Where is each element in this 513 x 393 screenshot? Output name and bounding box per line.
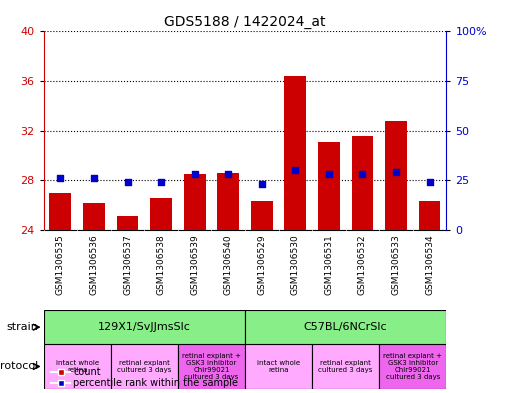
Text: GSM1306539: GSM1306539 (190, 234, 199, 295)
Text: retinal explant +
GSK3 inhibitor
Chir99021
cultured 3 days: retinal explant + GSK3 inhibitor Chir990… (182, 353, 241, 380)
Text: GSM1306536: GSM1306536 (89, 234, 98, 295)
Bar (44, 344, 111, 389)
Text: retinal explant
cultured 3 days: retinal explant cultured 3 days (319, 360, 373, 373)
Bar (44, 310, 245, 344)
Point (258, 181, 266, 187)
Text: GSM1306531: GSM1306531 (324, 234, 333, 295)
Point (325, 171, 333, 178)
Bar (245, 344, 312, 389)
Bar (49, 193, 71, 230)
Bar (218, 173, 239, 230)
Bar (116, 216, 139, 230)
Bar (178, 344, 245, 389)
Text: GSM1306537: GSM1306537 (123, 234, 132, 295)
Point (90, 175, 98, 182)
Text: strain: strain (7, 322, 38, 332)
Bar (83, 203, 105, 230)
Text: GSM1306529: GSM1306529 (257, 234, 266, 295)
Point (358, 171, 366, 178)
Point (124, 179, 132, 185)
Bar (284, 76, 306, 230)
Title: GDS5188 / 1422024_at: GDS5188 / 1422024_at (164, 15, 326, 29)
Bar (351, 136, 373, 230)
Point (190, 171, 199, 178)
Text: retinal explant +
GSK3 inhibitor
Chir99021
cultured 3 days: retinal explant + GSK3 inhibitor Chir990… (383, 353, 442, 380)
Bar (111, 344, 178, 389)
Bar (251, 201, 272, 230)
Bar (379, 344, 446, 389)
Text: GSM1306538: GSM1306538 (156, 234, 166, 295)
Point (56, 175, 65, 182)
Bar (245, 310, 446, 344)
Text: GSM1306533: GSM1306533 (391, 234, 401, 295)
Point (157, 179, 165, 185)
Text: GSM1306534: GSM1306534 (425, 234, 434, 295)
Text: 129X1/SvJJmsSlc: 129X1/SvJJmsSlc (98, 322, 191, 332)
Text: intact whole
retina: intact whole retina (257, 360, 300, 373)
Text: protocol: protocol (0, 362, 38, 371)
Text: GSM1306535: GSM1306535 (56, 234, 65, 295)
Text: C57BL/6NCrSlc: C57BL/6NCrSlc (304, 322, 387, 332)
Text: GSM1306540: GSM1306540 (224, 234, 233, 295)
Point (291, 167, 300, 173)
Text: GSM1306532: GSM1306532 (358, 234, 367, 295)
Text: intact whole
retina: intact whole retina (55, 360, 98, 373)
Bar (312, 344, 379, 389)
Bar (184, 174, 206, 230)
Point (392, 169, 400, 176)
Bar (385, 121, 407, 230)
Legend: count, percentile rank within the sample: count, percentile rank within the sample (51, 367, 239, 388)
Bar (318, 142, 340, 230)
Text: GSM1306530: GSM1306530 (291, 234, 300, 295)
Bar (150, 198, 172, 230)
Point (425, 179, 433, 185)
Point (224, 171, 232, 178)
Bar (419, 201, 441, 230)
Text: retinal explant
cultured 3 days: retinal explant cultured 3 days (117, 360, 171, 373)
